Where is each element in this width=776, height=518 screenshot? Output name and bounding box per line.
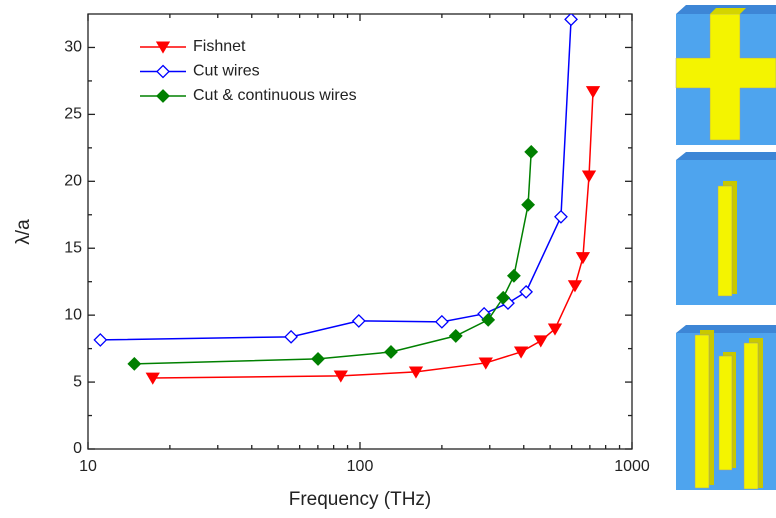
marker <box>581 170 597 183</box>
series-line <box>152 91 594 379</box>
marker <box>145 372 160 385</box>
marker <box>448 328 463 343</box>
marker <box>567 280 583 293</box>
marker <box>547 323 563 336</box>
marker <box>575 252 591 265</box>
legend-label: Cut wires <box>193 63 260 80</box>
y-tick-label: 15 <box>64 239 82 256</box>
marker <box>284 329 299 344</box>
legend-label: Fishnet <box>193 38 246 55</box>
y-tick-label: 5 <box>73 373 82 390</box>
plot-area <box>93 14 601 385</box>
marker <box>311 352 325 366</box>
marker <box>521 197 536 212</box>
marker <box>564 14 578 27</box>
marker <box>478 357 493 370</box>
marker <box>384 345 398 359</box>
y-tick-label: 30 <box>64 39 82 56</box>
legend-label: Cut & continuous wires <box>193 87 357 104</box>
marker <box>519 284 534 299</box>
marker <box>434 314 449 329</box>
marker <box>127 356 142 371</box>
y-tick-label: 20 <box>64 173 82 190</box>
series-line <box>134 151 532 365</box>
marker <box>506 268 521 283</box>
x-axis-label: Frequency (THz) <box>289 489 432 510</box>
legend-marker <box>155 41 171 54</box>
y-tick-label: 25 <box>64 106 82 123</box>
marker <box>554 209 568 224</box>
y-tick-label: 0 <box>73 440 82 457</box>
x-tick-label: 1000 <box>614 458 650 475</box>
y-axis-label: λ/a <box>13 219 34 245</box>
marker <box>333 370 348 383</box>
marker <box>408 366 424 379</box>
marker <box>496 290 511 305</box>
plot-frame <box>87 13 633 450</box>
x-tick-label: 100 <box>347 458 374 475</box>
y-tick-label: 10 <box>64 306 82 323</box>
x-tick-label: 10 <box>79 458 97 475</box>
series-line <box>100 19 572 341</box>
marker <box>533 335 548 348</box>
illustrations <box>675 5 776 490</box>
legend-marker <box>156 64 170 79</box>
legend-marker <box>156 89 170 103</box>
marker <box>93 332 108 347</box>
marker <box>585 86 601 99</box>
marker <box>513 346 529 359</box>
marker <box>481 312 496 327</box>
marker <box>524 144 539 159</box>
marker <box>351 313 366 328</box>
